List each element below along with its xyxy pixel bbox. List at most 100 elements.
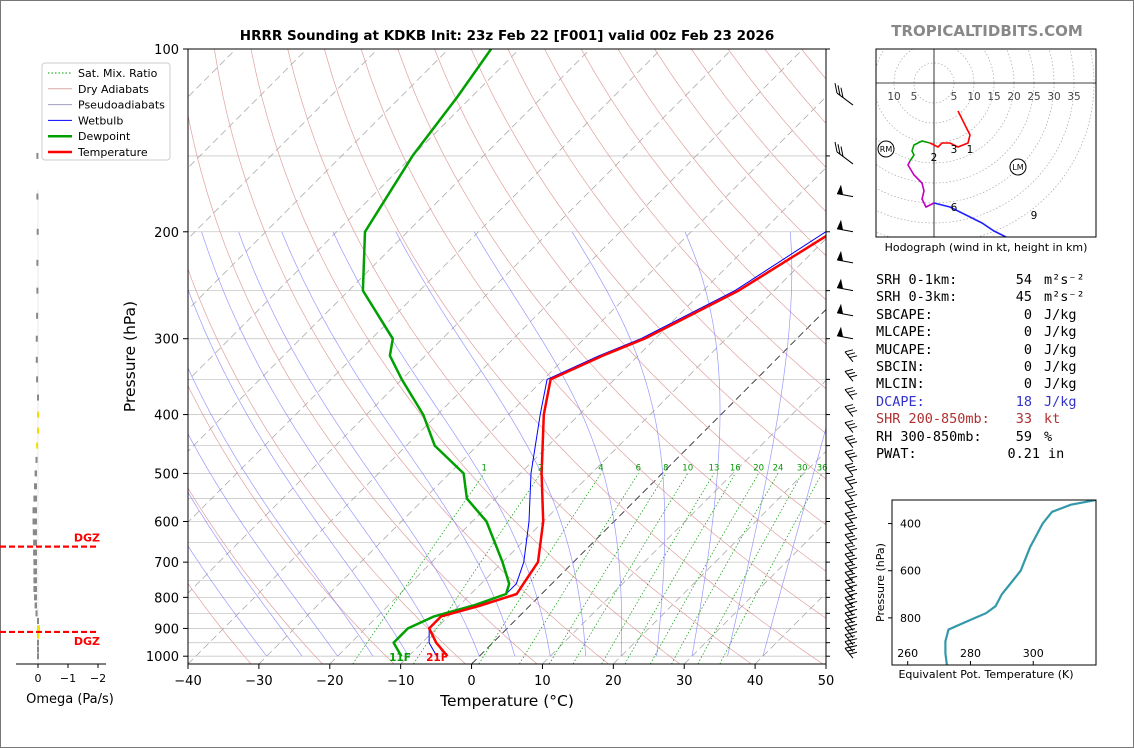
barb-staff bbox=[844, 605, 854, 616]
isotherm bbox=[542, 379, 826, 664]
stat-unit: J/kg bbox=[1044, 359, 1077, 375]
stat-label: PWAT: bbox=[876, 446, 917, 462]
omega-bar bbox=[33, 577, 37, 584]
barb-feather bbox=[848, 566, 858, 570]
barb-pennant bbox=[837, 326, 843, 337]
barb-feather bbox=[846, 407, 856, 411]
omega-bar bbox=[34, 602, 37, 609]
mixing-ratio-label: 20 bbox=[753, 463, 764, 473]
barb-feather bbox=[844, 511, 854, 514]
pseudoadiabat bbox=[281, 231, 516, 657]
barb-staff bbox=[836, 312, 854, 317]
barb-feather bbox=[834, 141, 838, 153]
isotherm bbox=[683, 521, 826, 664]
barb-pennant bbox=[837, 278, 843, 289]
hodo-height-label: 6 bbox=[951, 202, 958, 214]
barb-feather bbox=[848, 426, 858, 430]
hodo-ring-label: 20 bbox=[1007, 91, 1020, 103]
storm-motion-marker bbox=[877, 140, 895, 158]
omega-bar bbox=[32, 507, 37, 514]
barb-feather bbox=[848, 548, 858, 552]
barb-staff bbox=[844, 553, 854, 565]
y-tick-label: 300 bbox=[154, 333, 179, 348]
hodo-plot: 10 5 5 10 15 20 25 30 35 1 2 3 6 9 RM LM bbox=[876, 49, 1096, 237]
mixing-ratio-line bbox=[601, 473, 715, 664]
barb-feather bbox=[844, 625, 854, 629]
isotherm bbox=[188, 49, 591, 452]
barb-feather bbox=[846, 478, 856, 482]
dry-adiabat bbox=[188, 113, 538, 664]
legend-label: Dry Adiabats bbox=[78, 83, 149, 96]
pseudoadiabat bbox=[188, 545, 267, 657]
x-tick-label: 40 bbox=[747, 674, 764, 689]
stat-value: 0 bbox=[1023, 376, 1032, 393]
omega-bar bbox=[33, 549, 37, 556]
barb-staff bbox=[844, 465, 854, 476]
stat-value: 45 bbox=[1015, 289, 1032, 306]
stat-row: SRH 0-3km: 45 m²s⁻² bbox=[876, 289, 1085, 306]
barb-feather bbox=[846, 535, 856, 539]
wind-barb bbox=[844, 511, 858, 524]
barb-feather bbox=[846, 648, 856, 652]
stat-row: PWAT: 0.21 in bbox=[876, 446, 1064, 463]
wind-barb bbox=[844, 594, 858, 608]
legend-label: Temperature bbox=[77, 146, 148, 159]
barb-feather bbox=[848, 527, 858, 531]
omega-bar bbox=[35, 356, 38, 363]
barb-staff bbox=[844, 422, 854, 433]
wind-barb bbox=[836, 326, 854, 340]
barb-pennant bbox=[837, 184, 843, 195]
barb-staff bbox=[844, 589, 854, 600]
skew-background bbox=[188, 49, 826, 664]
barb-feather bbox=[844, 521, 854, 525]
barb-staff bbox=[844, 597, 854, 608]
omega-bar bbox=[35, 335, 38, 342]
barb-staff bbox=[844, 351, 854, 363]
wind-barb bbox=[844, 569, 858, 583]
stat-label: MLCAPE: bbox=[876, 324, 933, 341]
barb-staff bbox=[844, 620, 854, 631]
hodo-trace bbox=[929, 110, 971, 148]
pseudoadiabat bbox=[332, 231, 551, 657]
barb-staff bbox=[844, 490, 854, 501]
pseudoadiabat bbox=[188, 491, 303, 657]
hodo-ring-label: 10 bbox=[887, 91, 900, 103]
omega-bar bbox=[37, 625, 40, 632]
barb-feather bbox=[844, 586, 854, 590]
theta-plot bbox=[944, 500, 1096, 665]
barb-staff bbox=[836, 259, 854, 264]
dry-adiabat bbox=[764, 49, 826, 124]
y-axis-label: Pressure (hPa) bbox=[121, 301, 139, 412]
dry-adiabat bbox=[250, 49, 681, 664]
pseudoadiabat bbox=[473, 231, 622, 657]
barb-feather bbox=[844, 435, 854, 439]
stat-unit: J/kg bbox=[1044, 393, 1077, 410]
barb-feather bbox=[848, 494, 858, 498]
freezing-isotherm bbox=[471, 308, 826, 664]
dry-adiabat bbox=[507, 49, 826, 435]
legend-label: Sat. Mix. Ratio bbox=[78, 67, 158, 80]
mixing-ratio-label: 10 bbox=[682, 463, 693, 473]
isotherm bbox=[188, 49, 520, 381]
mixing-ratio-label: 13 bbox=[709, 463, 720, 473]
mixing-ratio-label: 24 bbox=[773, 463, 784, 473]
hodo-caption: Hodograph (wind in kt, height in km) bbox=[885, 241, 1088, 254]
x-axis-label: Temperature (°C) bbox=[439, 692, 574, 710]
dry-adiabat bbox=[287, 49, 752, 664]
barb-feather bbox=[834, 82, 838, 94]
pseudoadiabat bbox=[201, 231, 445, 657]
hodo-trace bbox=[933, 202, 1008, 237]
dry-adiabat bbox=[188, 384, 395, 664]
temperature-profile bbox=[427, 234, 826, 658]
pseudoadiabat bbox=[188, 367, 374, 657]
stat-value: 59 bbox=[1015, 428, 1032, 445]
storm-motion-marker bbox=[1009, 158, 1027, 176]
x-tick-label: 30 bbox=[676, 674, 693, 689]
barb-feather bbox=[844, 560, 854, 564]
y-tick-label: 500 bbox=[154, 467, 179, 482]
dewpoint-profile bbox=[361, 49, 511, 657]
y-tick-label: 600 bbox=[154, 515, 179, 530]
stat-value: 0 bbox=[1023, 324, 1032, 341]
wind-barb bbox=[844, 578, 858, 592]
barb-feather bbox=[846, 642, 856, 646]
